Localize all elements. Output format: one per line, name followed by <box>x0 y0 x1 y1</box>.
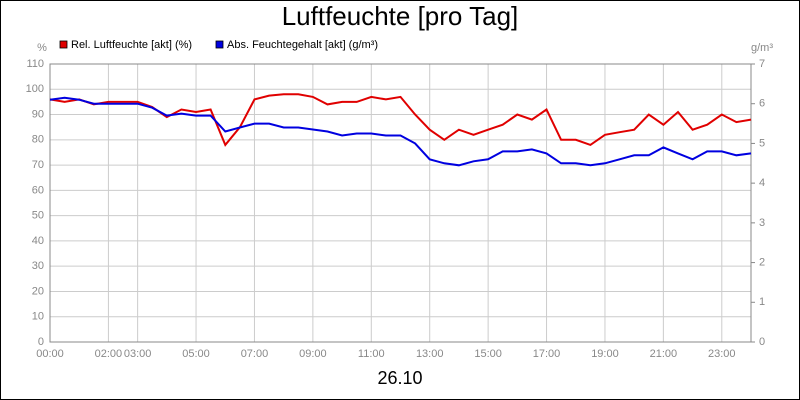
y-tick-label: 80 <box>32 134 44 146</box>
x-tick-label: 00:00 <box>36 348 64 360</box>
y2-tick-label: 6 <box>759 98 765 110</box>
y-tick-label: 0 <box>38 336 44 348</box>
y-tick-label: 20 <box>32 285 44 297</box>
legend-label: Rel. Luftfeuchte [akt] (%) <box>71 39 192 51</box>
legend-swatch <box>59 40 68 49</box>
y2-tick-label: 5 <box>759 137 765 149</box>
x-tick-label: 02:00 <box>95 348 123 360</box>
x-tick-label: 23:00 <box>708 348 736 360</box>
x-tick-label: 09:00 <box>299 348 327 360</box>
x-axis-label: 26.10 <box>377 368 422 388</box>
plot-border <box>49 63 752 343</box>
x-tick-label: 19:00 <box>591 348 619 360</box>
data-line <box>49 96 752 167</box>
x-tick-label: 15:00 <box>474 348 502 360</box>
legend-swatch <box>215 40 224 49</box>
y-tick-label: 110 <box>26 58 44 70</box>
y-tick-label: 40 <box>32 235 44 247</box>
y2-tick-label: 2 <box>759 256 765 268</box>
y2-tick-label: 1 <box>759 296 765 308</box>
x-tick-label: 13:00 <box>416 348 444 360</box>
x-tick-label: 21:00 <box>650 348 678 360</box>
y-tick-label: 100 <box>26 83 44 95</box>
plot-area <box>49 63 752 343</box>
y2-tick-label: 4 <box>759 177 765 189</box>
y-axis-label: % <box>37 42 47 54</box>
y-tick-label: 30 <box>32 260 44 272</box>
x-tick-label: 07:00 <box>241 348 269 360</box>
y2-axis-label: g/m³ <box>751 42 773 54</box>
y-tick-label: 60 <box>32 184 44 196</box>
y2-tick-label: 3 <box>759 217 765 229</box>
y2-tick-label: 0 <box>759 336 765 348</box>
y-tick-label: 90 <box>32 108 44 120</box>
legend-label: Abs. Feuchtegehalt [akt] (g/m³) <box>227 39 378 51</box>
x-tick-label: 11:00 <box>358 348 385 360</box>
x-tick-label: 05:00 <box>182 348 210 360</box>
y-tick-label: 70 <box>32 159 44 171</box>
data-line <box>49 93 752 147</box>
x-tick-label: 03:00 <box>124 348 152 360</box>
y-tick-label: 10 <box>32 311 44 323</box>
y-tick-label: 50 <box>32 210 44 222</box>
x-tick-label: 17:00 <box>533 348 561 360</box>
y2-tick-label: 7 <box>759 58 765 70</box>
chart-title: Luftfeuchte [pro Tag] <box>282 1 519 31</box>
